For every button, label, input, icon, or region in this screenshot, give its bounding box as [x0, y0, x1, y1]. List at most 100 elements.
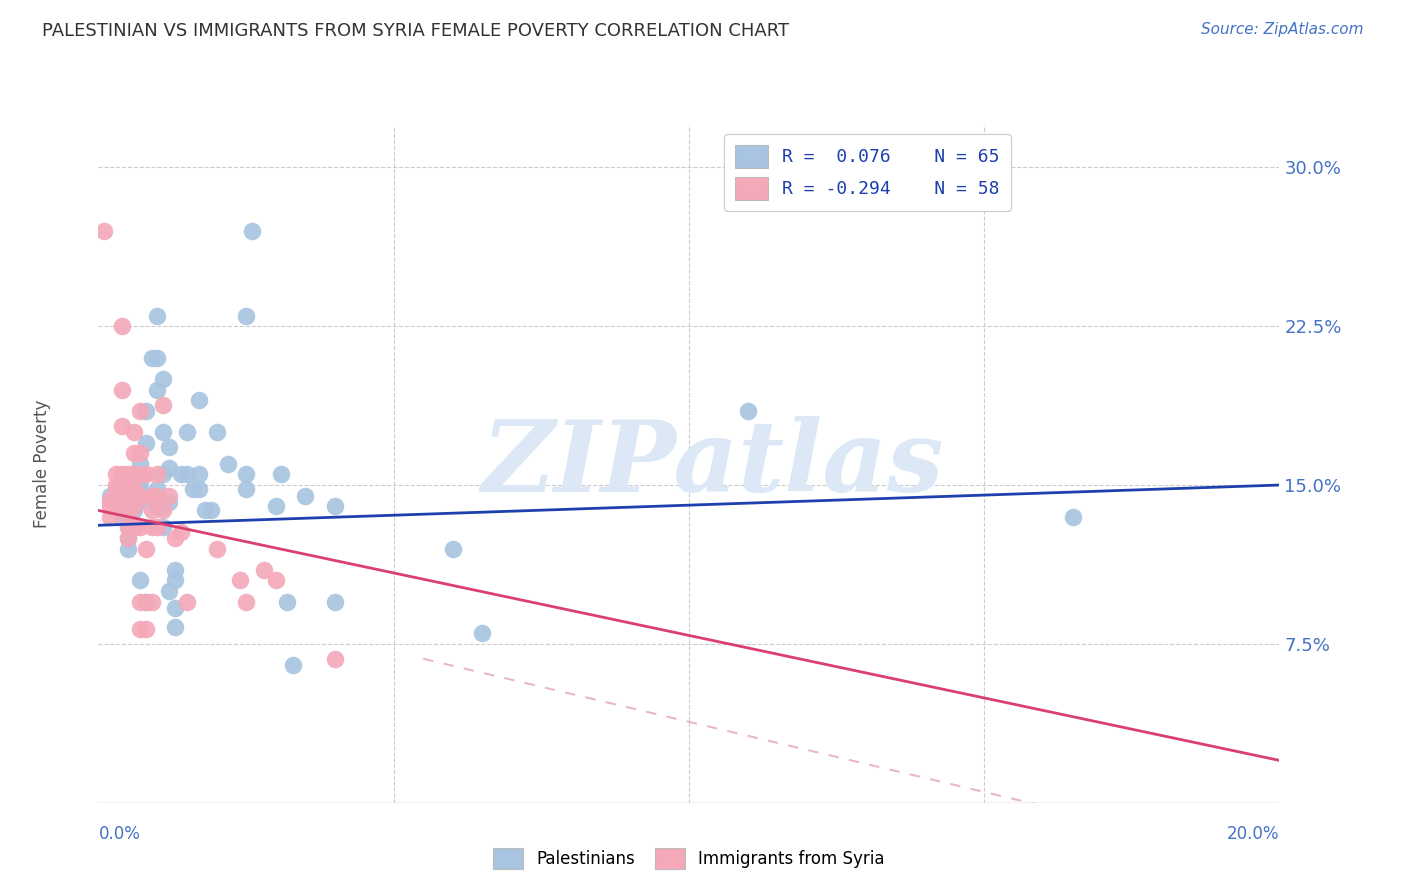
Point: [146, 383, 169, 397]
Point: [176, 467, 198, 482]
Point: [441, 541, 464, 556]
Point: [111, 509, 134, 524]
Point: [253, 563, 276, 577]
Point: [117, 520, 139, 534]
Point: [235, 594, 257, 608]
Point: [128, 520, 150, 534]
Point: [146, 489, 169, 503]
Point: [122, 503, 145, 517]
Point: [323, 651, 346, 665]
Point: [105, 484, 128, 499]
Point: [117, 500, 139, 514]
Point: [128, 404, 150, 418]
Point: [157, 489, 180, 503]
Point: [187, 482, 209, 496]
Point: [737, 404, 759, 418]
Point: [152, 500, 174, 514]
Point: [165, 601, 187, 615]
Point: [135, 594, 157, 608]
Point: [128, 467, 150, 482]
Point: [98, 500, 121, 514]
Point: [117, 467, 139, 482]
Point: [135, 435, 157, 450]
Point: [98, 489, 121, 503]
Point: [117, 478, 139, 492]
Point: [152, 467, 174, 482]
Point: [471, 626, 494, 640]
Point: [187, 393, 209, 408]
Text: PALESTINIAN VS IMMIGRANTS FROM SYRIA FEMALE POVERTY CORRELATION CHART: PALESTINIAN VS IMMIGRANTS FROM SYRIA FEM…: [42, 22, 789, 40]
Point: [165, 563, 187, 577]
Legend: Palestinians, Immigrants from Syria: Palestinians, Immigrants from Syria: [486, 841, 891, 876]
Point: [235, 482, 257, 496]
Point: [128, 446, 150, 460]
Y-axis label: Female Poverty: Female Poverty: [34, 400, 51, 528]
Point: [128, 594, 150, 608]
Point: [111, 495, 134, 509]
Point: [122, 489, 145, 503]
Point: [165, 574, 187, 588]
Point: [205, 425, 228, 439]
Point: [111, 500, 134, 514]
Point: [135, 594, 157, 608]
Point: [141, 489, 163, 503]
Point: [135, 467, 157, 482]
Point: [111, 319, 134, 334]
Point: [235, 467, 257, 482]
Point: [165, 531, 187, 545]
Point: [128, 457, 150, 471]
Point: [176, 425, 198, 439]
Point: [111, 418, 134, 433]
Point: [117, 482, 139, 496]
Point: [141, 594, 163, 608]
Text: 20.0%: 20.0%: [1227, 825, 1279, 843]
Text: 0.0%: 0.0%: [98, 825, 141, 843]
Point: [157, 495, 180, 509]
Point: [122, 500, 145, 514]
Point: [323, 594, 346, 608]
Point: [294, 489, 316, 503]
Point: [141, 503, 163, 517]
Point: [98, 509, 121, 524]
Point: [135, 404, 157, 418]
Point: [323, 500, 346, 514]
Point: [152, 425, 174, 439]
Point: [152, 520, 174, 534]
Point: [105, 478, 128, 492]
Point: [276, 594, 298, 608]
Point: [200, 503, 222, 517]
Point: [135, 622, 157, 636]
Point: [270, 467, 292, 482]
Point: [122, 425, 145, 439]
Point: [176, 594, 198, 608]
Point: [128, 482, 150, 496]
Point: [181, 482, 204, 496]
Point: [122, 467, 145, 482]
Point: [128, 474, 150, 488]
Point: [105, 467, 128, 482]
Point: [157, 440, 180, 454]
Point: [170, 467, 193, 482]
Point: [235, 309, 257, 323]
Point: [165, 620, 187, 634]
Point: [194, 503, 217, 517]
Point: [105, 489, 128, 503]
Point: [111, 482, 134, 496]
Point: [117, 509, 139, 524]
Point: [264, 500, 287, 514]
Point: [111, 467, 134, 482]
Point: [117, 520, 139, 534]
Point: [152, 372, 174, 386]
Point: [170, 524, 193, 539]
Point: [264, 574, 287, 588]
Point: [111, 383, 134, 397]
Point: [283, 658, 305, 673]
Point: [111, 489, 134, 503]
Point: [128, 495, 150, 509]
Point: [128, 574, 150, 588]
Point: [122, 500, 145, 514]
Point: [146, 351, 169, 365]
Point: [141, 351, 163, 365]
Point: [217, 457, 239, 471]
Point: [146, 467, 169, 482]
